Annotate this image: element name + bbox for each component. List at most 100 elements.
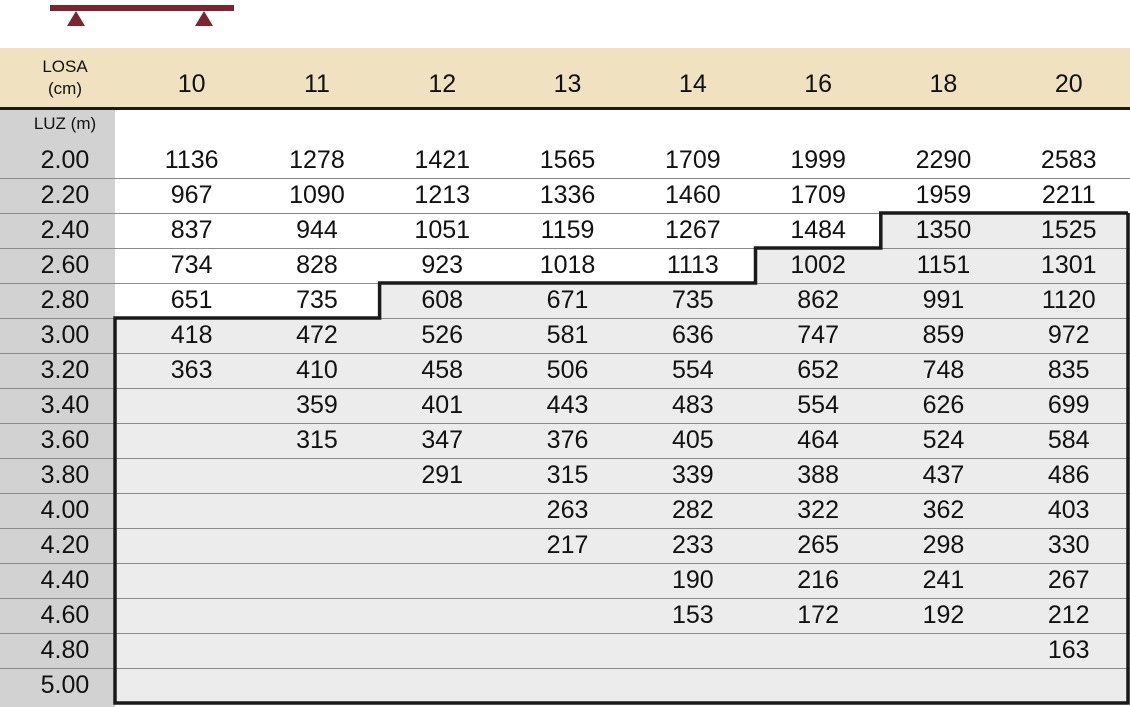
column-header: 12 [428, 69, 457, 98]
load-value: 437 [922, 461, 965, 489]
row-divider [0, 458, 1130, 459]
load-value: 626 [922, 391, 965, 419]
load-value: 747 [797, 321, 839, 349]
load-value: 506 [546, 356, 589, 384]
load-value: 410 [296, 356, 338, 384]
load-value: 401 [421, 391, 464, 419]
load-value: 526 [421, 321, 464, 349]
load-value: 376 [546, 426, 589, 454]
load-value: 735 [296, 286, 338, 314]
load-value: 241 [922, 566, 965, 594]
load-value: 217 [546, 531, 589, 559]
span-value: 4.20 [40, 531, 90, 559]
load-value: 2290 [915, 146, 972, 174]
load-value: 735 [671, 286, 714, 314]
table-row: 3.60 315 347 376 405 464 524 584 [0, 423, 1130, 458]
table-row: 3.00 418 472 526 581 636 747 859 972 [0, 318, 1130, 353]
span-value: 2.60 [40, 251, 90, 279]
load-value: 388 [797, 461, 839, 489]
load-value: 1159 [540, 216, 595, 244]
row-divider [0, 668, 1130, 669]
span-value: 2.80 [40, 286, 90, 314]
load-value: 267 [1047, 566, 1090, 594]
load-value: 636 [671, 321, 714, 349]
load-value: 1525 [1040, 216, 1097, 244]
span-label: LUZ (m) [33, 114, 97, 133]
row-divider [0, 353, 1130, 354]
load-value: 1151 [916, 251, 971, 279]
load-value: 1484 [790, 216, 846, 244]
load-value: 671 [546, 286, 589, 314]
load-value: 163 [1047, 636, 1090, 664]
span-value: 4.60 [40, 601, 90, 629]
load-value: 944 [296, 216, 338, 244]
shaded-area [755, 248, 1128, 283]
row-divider [0, 423, 1130, 424]
table-row: 4.00 263 282 322 362 403 [0, 493, 1130, 528]
load-value: 1051 [414, 216, 471, 244]
table-row: 4.20 217 233 265 298 330 [0, 528, 1130, 563]
load-value: 265 [797, 531, 839, 559]
load-value: 967 [170, 181, 213, 209]
load-value: 862 [797, 286, 839, 314]
load-value: 458 [421, 356, 464, 384]
load-value: 212 [1047, 601, 1090, 629]
load-value: 298 [922, 531, 965, 559]
load-value: 923 [421, 251, 464, 279]
shaded-area [880, 213, 1128, 248]
load-value: 1350 [915, 216, 972, 244]
load-value: 1090 [289, 181, 345, 209]
load-value: 483 [671, 391, 714, 419]
span-value: 2.00 [40, 146, 90, 174]
table-row: 3.80 291 315 339 388 437 486 [0, 458, 1130, 493]
slab-thickness-label: LOSA (cm) [0, 56, 130, 100]
load-value: 330 [1047, 531, 1090, 559]
shaded-area [115, 458, 1128, 493]
table-row: 2.40 837 944 1051 1159 1267 1484 1350 1525 [0, 213, 1130, 248]
load-value: 1267 [665, 216, 721, 244]
load-value: 699 [1047, 391, 1090, 419]
losa-label: LOSA [42, 57, 88, 76]
load-value: 828 [296, 251, 338, 279]
shaded-area [115, 528, 1128, 563]
span-value: 2.20 [40, 181, 90, 209]
shaded-area [115, 633, 1128, 668]
shaded-area [115, 318, 1128, 353]
load-value: 472 [296, 321, 338, 349]
row-divider [0, 213, 1130, 214]
load-value: 192 [922, 601, 965, 629]
table-row: 4.60 153 172 192 212 [0, 598, 1130, 633]
table-row: 3.20 363 410 458 506 554 652 748 835 [0, 353, 1130, 388]
losa-unit: (cm) [48, 79, 82, 98]
load-value: 359 [296, 391, 338, 419]
table-row: 5.00 [0, 668, 1130, 703]
load-value: 347 [421, 426, 464, 454]
load-value: 2583 [1040, 146, 1097, 174]
load-value: 263 [546, 496, 589, 524]
shaded-area [115, 388, 1128, 423]
shaded-area [379, 283, 1128, 318]
load-value: 322 [797, 496, 839, 524]
table-row: 4.40 190 216 241 267 [0, 563, 1130, 598]
header-divider [0, 107, 1130, 110]
table-row: 2.60 734 828 923 1018 1113 1002 1151 1301 [0, 248, 1130, 283]
load-value: 1565 [539, 146, 596, 174]
table-row: 2.00 1136 1278 1421 1565 1709 1999 2290 2583 [0, 143, 1130, 178]
load-value: 748 [922, 356, 965, 384]
load-value: 216 [797, 566, 839, 594]
span-value: 4.40 [40, 566, 90, 594]
load-value: 524 [922, 426, 965, 454]
load-value: 1709 [665, 146, 721, 174]
span-value: 3.60 [40, 426, 90, 454]
row-divider [0, 178, 1130, 179]
column-header: 13 [553, 69, 582, 98]
span-value: 4.80 [40, 636, 90, 664]
load-value: 233 [671, 531, 714, 559]
span-column [0, 110, 115, 707]
shaded-area [115, 493, 1128, 528]
load-value: 1301 [1040, 251, 1097, 279]
load-value: 1136 [164, 146, 219, 174]
shaded-area [115, 423, 1128, 458]
load-value: 464 [797, 426, 839, 454]
load-value: 554 [797, 391, 839, 419]
